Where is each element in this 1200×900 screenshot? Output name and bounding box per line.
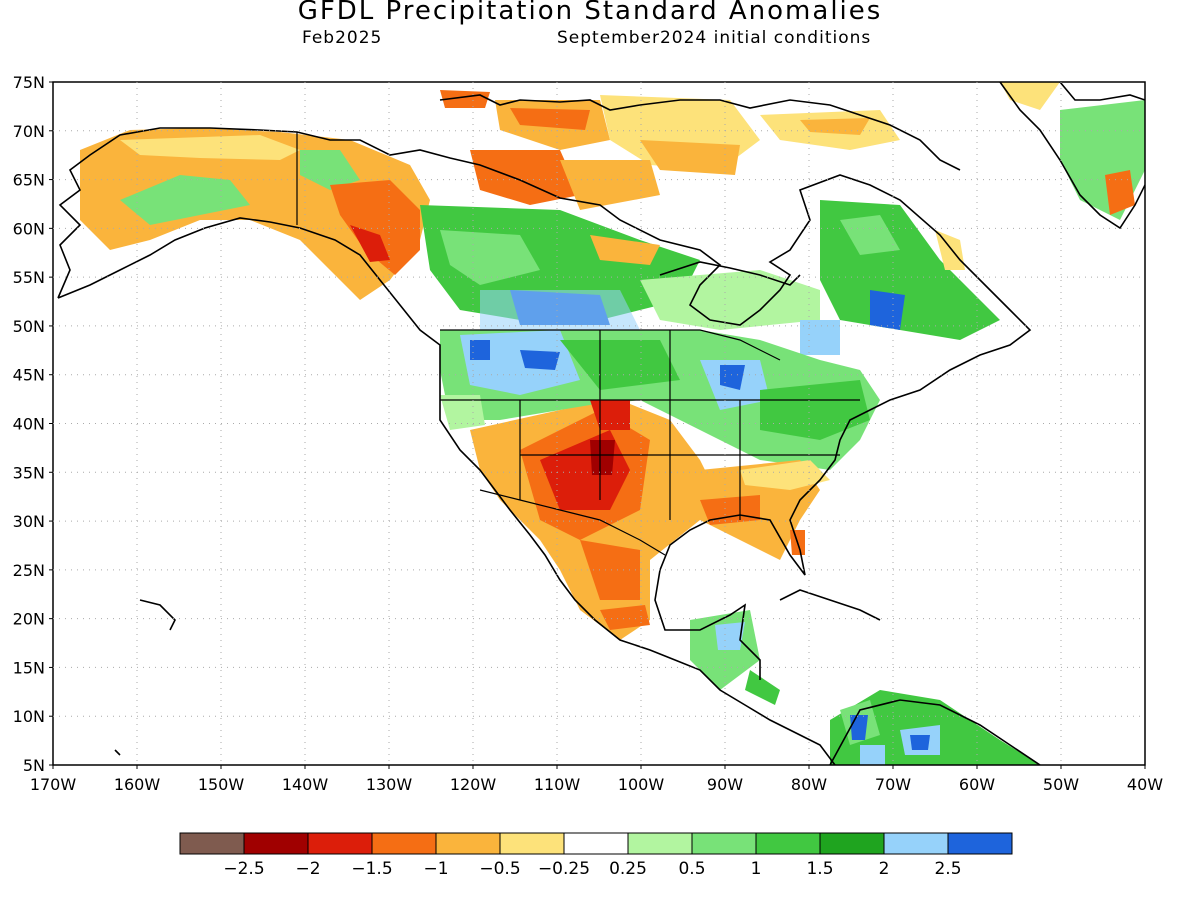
lon-label: 170W: [30, 775, 77, 794]
colorbar-label: −0.5: [479, 859, 520, 879]
colorbar-label: −1: [423, 859, 448, 879]
lat-label: 10N: [13, 707, 45, 726]
lat-label: 25N: [13, 561, 45, 580]
colorbar-swatch: [179, 832, 245, 855]
colorbar-label: −0.25: [538, 859, 590, 879]
colorbar-swatch: [627, 832, 693, 855]
lat-label: 55N: [13, 268, 45, 287]
colorbar-label: 2: [879, 859, 890, 879]
lon-label: 60W: [959, 775, 995, 794]
lon-label: 160W: [114, 775, 161, 794]
lat-label: 30N: [13, 512, 45, 531]
colorbar-swatch: [499, 832, 565, 855]
colorbar-label: −1.5: [351, 859, 392, 879]
init-conditions: September2024 initial conditions: [557, 28, 872, 48]
colorbar-swatch: [435, 832, 501, 855]
valid-month: Feb2025: [302, 28, 383, 48]
colorbar: −2.5 −2 −1.5 −1 −0.5 −0.25 0.25 0.5 1 1.5 2 2.5: [179, 832, 1013, 879]
lon-label: 140W: [282, 775, 329, 794]
lon-label: 120W: [450, 775, 497, 794]
lon-label: 50W: [1043, 775, 1079, 794]
lat-label: 15N: [13, 658, 45, 677]
lon-label: 80W: [791, 775, 827, 794]
colorbar-label: 0.25: [609, 859, 647, 879]
colorbar-label: 0.5: [678, 859, 705, 879]
lat-label: 5N: [23, 756, 45, 775]
colorbar-label: 1: [751, 859, 762, 879]
lat-label: 60N: [13, 219, 45, 238]
colorbar-swatch: [947, 832, 1013, 855]
longitude-labels: 170W 160W 150W 140W 130W 120W 110W 100W 90W 80W 70…: [30, 765, 1163, 794]
colorbar-swatch: [691, 832, 757, 855]
colorbar-label: −2.5: [223, 859, 264, 879]
lon-label: 150W: [198, 775, 245, 794]
lat-label: 75N: [13, 73, 45, 92]
lat-label: 40N: [13, 415, 45, 434]
colorbar-swatch: [563, 832, 629, 855]
colorbar-label: 1.5: [806, 859, 833, 879]
lat-label: 20N: [13, 610, 45, 629]
lat-label: 35N: [13, 463, 45, 482]
coastlines: [57, 82, 1145, 765]
lat-label: 50N: [13, 317, 45, 336]
colorbar-swatch: [243, 832, 309, 855]
lat-label: 65N: [13, 171, 45, 190]
lon-label: 110W: [534, 775, 581, 794]
colorbar-swatch: [819, 832, 885, 855]
colorbar-swatch: [307, 832, 373, 855]
lat-label: 45N: [13, 366, 45, 385]
lon-label: 130W: [366, 775, 413, 794]
lon-label: 40W: [1127, 775, 1163, 794]
colorbar-swatch: [371, 832, 437, 855]
colorbar-label: 2.5: [934, 859, 961, 879]
latitude-labels: 75N 70N 65N 60N 55N 50N 45N 40N 35N 30N 25N 20N 15N 1…: [13, 73, 53, 775]
lon-label: 90W: [707, 775, 743, 794]
map-title: GFDL Precipitation Standard Anomalies: [297, 0, 883, 26]
colorbar-swatch: [883, 832, 949, 855]
colorbar-swatch: [755, 832, 821, 855]
lat-label: 70N: [13, 122, 45, 141]
colorbar-label: −2: [295, 859, 320, 879]
lon-label: 70W: [875, 775, 911, 794]
political-borders: [296, 132, 860, 556]
lat-lon-gridlines: [53, 82, 1145, 765]
lon-label: 100W: [618, 775, 665, 794]
